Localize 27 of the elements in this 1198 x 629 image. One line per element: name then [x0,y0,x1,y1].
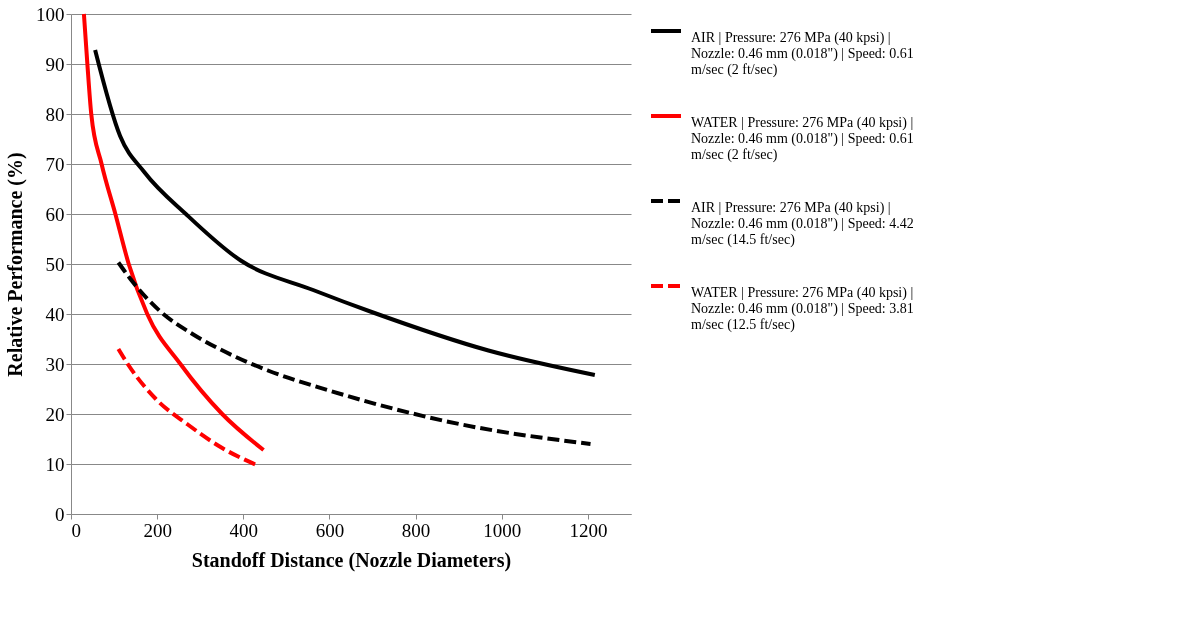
x-tick-label: 1200 [569,519,608,541]
y-tick-label: 30 [45,353,65,375]
y-tick-label: 70 [45,153,65,175]
line-series [93,48,597,377]
x-tick-label: 0 [71,519,81,541]
legend-label: AIR | Pressure: 276 MPa (40 kpsi) | Nozzle: 0.46 mm (0.018") | Speed: 0.61 m/sec (2 ft/sec) [691,30,914,78]
x-tick-label: 200 [143,519,172,541]
y-tick-label: 0 [55,503,65,525]
line-series [116,260,593,446]
legend-label: WATER | Pressure: 276 MPa (40 kpsi) | Nozzle: 0.46 mm (0.018") | Speed: 0.61 m/sec (2 ft/sec) [691,115,914,163]
x-axis-title: Standoff Distance (Nozzle Diameters) [191,548,512,572]
line-series [81,12,266,452]
x-tick-label: 800 [401,519,431,541]
x-tick-label: 1000 [483,519,522,541]
y-axis-title: Relative Performance (%) [4,152,27,377]
legend-label: WATER | Pressure: 276 MPa (40 kpsi) | Nozzle: 0.46 mm (0.018") | Speed: 3.81 m/sec (12.5 ft/sec) [691,285,914,333]
y-tick-label: 60 [45,203,65,225]
legend-label: AIR | Pressure: 276 MPa (40 kpsi) | Nozzle: 0.46 mm (0.018") | Speed: 4.42 m/sec (14.5 ft/sec) [691,200,914,248]
y-tick-label: 80 [45,103,65,125]
y-tick-label: 10 [45,453,65,475]
y-tick-label: 50 [45,253,65,275]
y-tick-label: 90 [45,53,65,75]
x-tick-label: 600 [315,519,345,541]
y-tick-label: 100 [36,3,65,25]
y-tick-label: 20 [45,403,65,425]
x-tick-label: 400 [229,519,259,541]
y-tick-label: 40 [45,303,65,325]
